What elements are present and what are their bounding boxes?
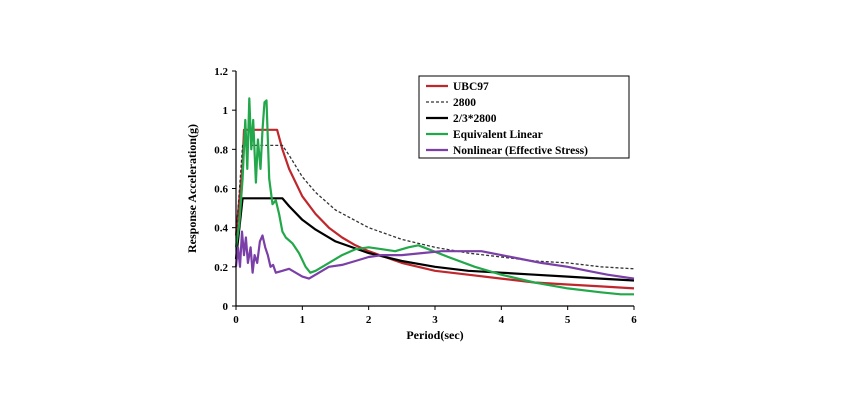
- axes-layer: 0 1 2 3 4 5 6 0 0.2 0.4 0.6 0.8 1 1.2: [214, 66, 637, 326]
- series-line-1: [235, 144, 635, 270]
- legend: UBC97 2800 2/3*2800 Equivalent Linear Nonlin…: [418, 75, 630, 159]
- legend-label-3: Equivalent Linear: [453, 129, 543, 141]
- y-tick-label: 1: [223, 105, 229, 117]
- y-axis-label: Response Acceleration(g): [185, 124, 199, 253]
- x-tick-label: 3: [432, 314, 438, 326]
- legend-label-0: UBC97: [453, 81, 489, 93]
- y-tick-label: 0: [223, 301, 229, 313]
- y-tick-label: 0.6: [214, 184, 228, 196]
- y-tick-label: 0.2: [214, 262, 228, 274]
- x-tick-label: 1: [300, 314, 306, 326]
- x-tick-label: 5: [565, 314, 571, 326]
- series-layer: [234, 97, 635, 296]
- series-line-2: [234, 197, 635, 282]
- x-tick-label: 2: [366, 314, 372, 326]
- legend-label-1: 2800: [453, 97, 476, 109]
- series-line-3: [234, 97, 634, 296]
- x-tick-label: 4: [499, 314, 505, 326]
- y-tick-label: 1.2: [214, 66, 228, 78]
- x-tick-label: 6: [631, 314, 637, 326]
- y-tick-label: 0.4: [214, 223, 228, 235]
- x-axis-label: Period(sec): [406, 328, 463, 342]
- legend-label-2: 2/3*2800: [453, 113, 497, 125]
- y-tick-label: 0.8: [214, 144, 228, 156]
- series-line-4: [234, 230, 635, 280]
- legend-label-4: Nonlinear (Effective Stress): [453, 145, 588, 157]
- x-tick-label: 0: [233, 314, 239, 326]
- legend-box: [418, 75, 630, 159]
